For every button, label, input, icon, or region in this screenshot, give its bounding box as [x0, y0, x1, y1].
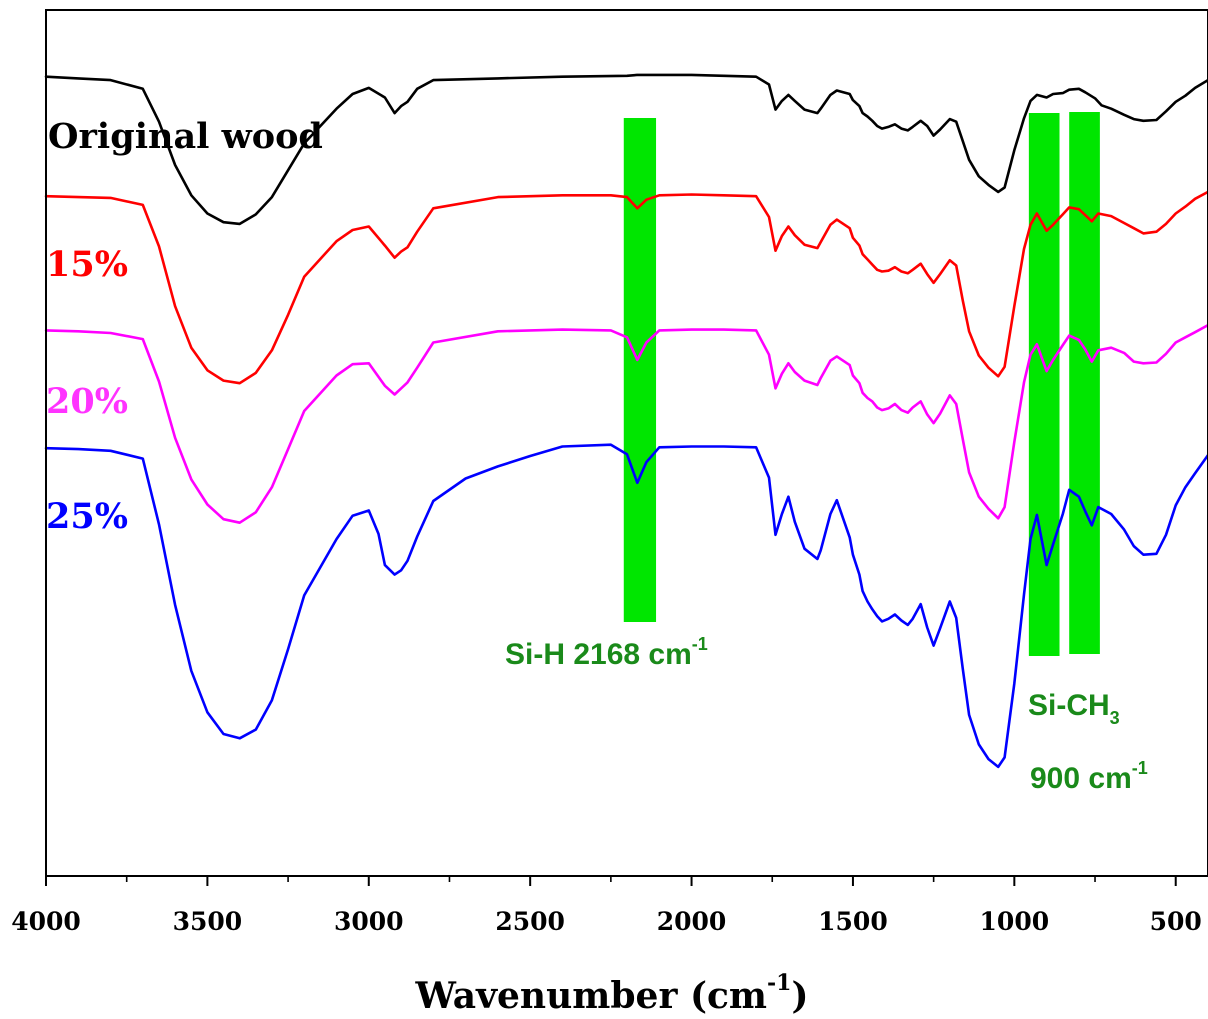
- series-line-1: [44, 73, 1208, 226]
- x-tick-label: 2500: [495, 907, 565, 936]
- x-tick-label: 500: [1150, 907, 1202, 936]
- highlight-band-1: [623, 118, 657, 622]
- highlight-band-2: [1028, 113, 1060, 656]
- series-label-15: 15%: [46, 244, 128, 285]
- series-label-original-wood: Original wood: [48, 116, 323, 157]
- series-label-25: 25%: [46, 496, 128, 537]
- x-tick-label: 3500: [173, 907, 243, 936]
- annotation-900: 900 cm-1: [1030, 758, 1148, 795]
- plot-frame: [45, 9, 1208, 877]
- x-ticks: 4000 3500 3000 2500 2000 1500 1000 500: [11, 876, 1202, 936]
- series-line-4: [44, 443, 1208, 769]
- annotation-si-ch3: Si-CH3: [1028, 689, 1120, 728]
- series-line-2: [44, 190, 1208, 385]
- series-line-3: [44, 323, 1208, 524]
- annotation-si-h: Si-H 2168 cm-1: [505, 634, 708, 671]
- x-tick-label: 4000: [11, 907, 81, 936]
- x-axis-title: Wavenumber (cm-1): [414, 970, 808, 1017]
- highlight-band-3: [1069, 112, 1100, 654]
- x-tick-label: 2000: [657, 907, 727, 936]
- highlight-bands: [623, 112, 1100, 656]
- series-label-20: 20%: [46, 381, 128, 422]
- axes: [45, 9, 1208, 877]
- x-tick-label: 3000: [334, 907, 404, 936]
- x-tick-label: 1000: [980, 907, 1050, 936]
- x-tick-label: 1500: [818, 907, 888, 936]
- series-lines: [44, 73, 1208, 769]
